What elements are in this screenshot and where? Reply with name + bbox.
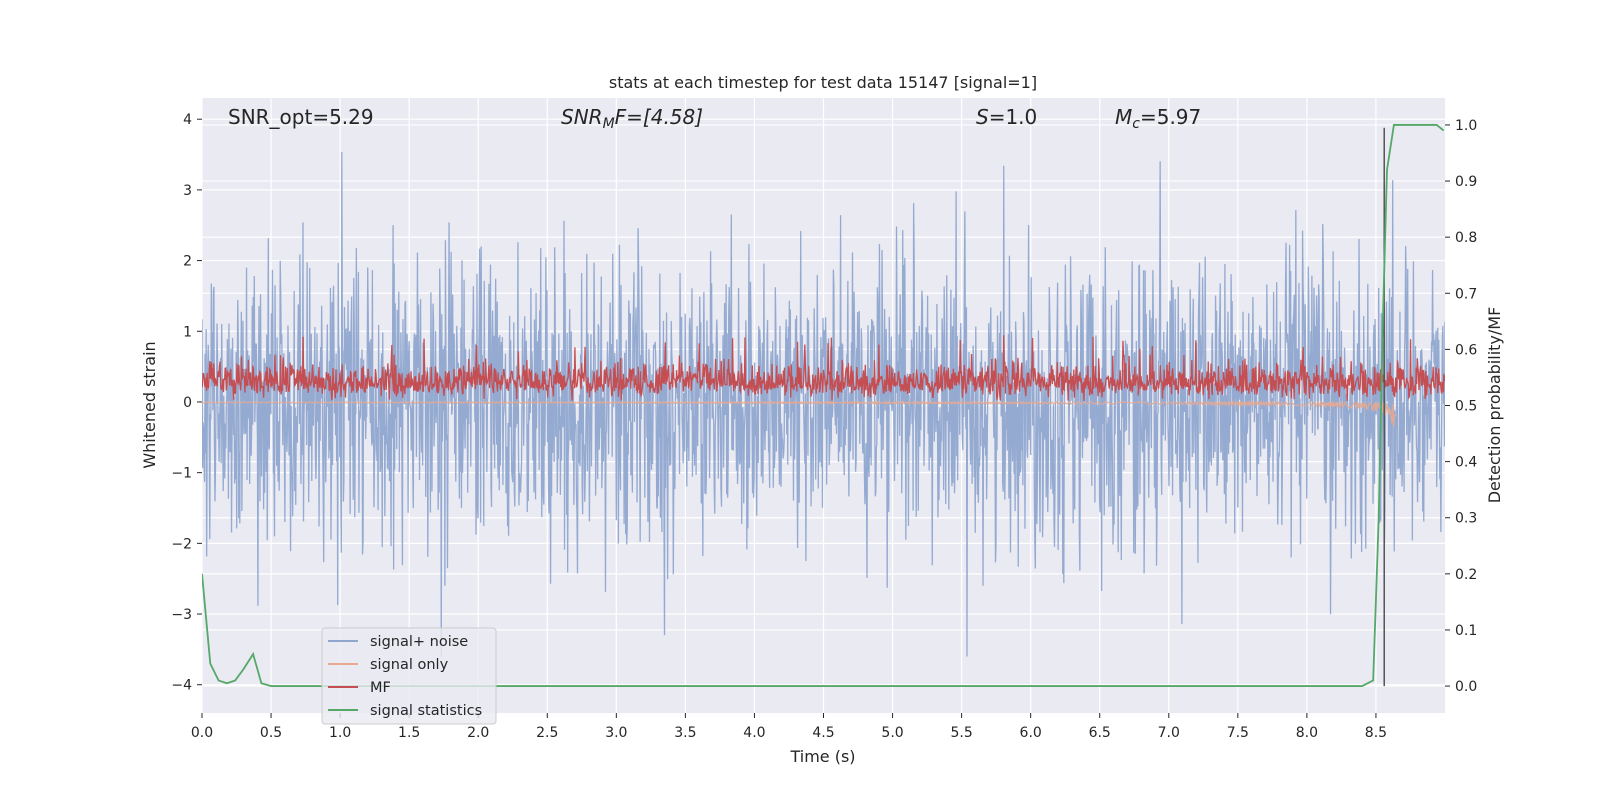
- y-right-tick-label: 0.9: [1455, 174, 1477, 190]
- x-axis-ticks: 0.0 0.5 1.0 1.5 2.0 2.5 3.0 3.5 4.0 4.5 5.0 5.5 6.0 6…: [191, 713, 1387, 741]
- y-left-axis-label: Whitened strain: [140, 341, 159, 468]
- x-tick-label: 0.0: [191, 725, 213, 741]
- x-tick-label: 3.0: [605, 725, 627, 741]
- y-right-tick-label: 0.7: [1455, 286, 1477, 302]
- annotation-s-symbol: S: [976, 105, 989, 129]
- x-tick-label: 2.5: [536, 725, 558, 741]
- series-mf: [202, 335, 1445, 401]
- y-left-tick-label: −2: [171, 536, 192, 552]
- y-left-tick-label: 3: [183, 183, 192, 199]
- x-tick-label: 8.5: [1365, 725, 1387, 741]
- y-left-tick-label: 1: [183, 324, 192, 340]
- legend-label-signal-only: signal only: [370, 657, 449, 673]
- annotation-snr-mf-symbol: SNR: [561, 105, 603, 129]
- y-right-tick-label: 1.0: [1455, 118, 1477, 134]
- x-axis-label: Time (s): [789, 747, 855, 766]
- annotation-s-value: =1.0: [989, 105, 1038, 129]
- x-tick-label: 8.0: [1296, 725, 1318, 741]
- y-right-tick-label: 0.6: [1455, 342, 1477, 358]
- legend-label-mf: MF: [370, 680, 391, 696]
- x-tick-label: 3.5: [674, 725, 696, 741]
- y-right-tick-label: 0.0: [1455, 679, 1477, 695]
- x-tick-label: 1.0: [329, 725, 351, 741]
- y-left-tick-label: 2: [183, 254, 192, 270]
- legend-label-signal-noise: signal+ noise: [370, 634, 468, 650]
- annotation-mc-subscript: c: [1132, 116, 1140, 132]
- y-left-tick-label: −1: [171, 466, 192, 482]
- annotation-snr-mf-rest: F=[4.58]: [615, 105, 703, 129]
- x-tick-label: 4.5: [812, 725, 834, 741]
- annotation-mc-symbol: M: [1115, 105, 1132, 129]
- annotation-s: S=1.0: [976, 105, 1037, 129]
- x-tick-label: 5.0: [881, 725, 903, 741]
- y-left-tick-label: −3: [171, 607, 192, 623]
- x-tick-label: 0.5: [260, 725, 282, 741]
- x-tick-label: 6.0: [1020, 725, 1042, 741]
- annotation-mc-value: =5.97: [1140, 105, 1201, 129]
- annotation-snr-mf: SNRMF=[4.58]: [561, 105, 703, 132]
- annotation-snr-mf-subscript: M: [603, 116, 615, 132]
- legend: signal+ noise signal only MF signal stat…: [321, 627, 497, 725]
- y-right-axis-label: Detection probability/MF: [1485, 307, 1504, 504]
- y-right-tick-label: 0.5: [1455, 399, 1477, 415]
- data-layer: [202, 124, 1445, 687]
- y-left-tick-label: 0: [183, 395, 192, 411]
- y-right-tick-label: 0.2: [1455, 567, 1477, 583]
- y-right-tick-label: 0.4: [1455, 455, 1477, 471]
- y-right-tick-label: 0.8: [1455, 230, 1477, 246]
- x-tick-label: 7.5: [1227, 725, 1249, 741]
- legend-box: [321, 627, 497, 725]
- x-tick-label: 4.0: [743, 725, 765, 741]
- y-left-tick-label: −4: [171, 678, 192, 694]
- series-signal-noise: [202, 152, 1445, 657]
- series-signal-only: [202, 399, 1397, 428]
- y-left-tick-label: 4: [183, 112, 192, 128]
- y-left-axis-ticks: 4 3 2 1 0 −1 −2 −3 −4: [171, 112, 202, 694]
- y-right-tick-label: 0.3: [1455, 511, 1477, 527]
- annotation-snr-opt: SNR_opt=5.29: [228, 105, 374, 129]
- annotation-mc: Mc=5.97: [1115, 105, 1201, 132]
- series-signal-statistics: [202, 124, 1445, 687]
- x-tick-label: 2.0: [467, 725, 489, 741]
- y-right-axis-ticks: 1.0 0.9 0.8 0.7 0.6 0.5 0.4 0.3 0.2 0.1 0.0: [1445, 118, 1477, 695]
- legend-label-signal-statistics: signal statistics: [370, 703, 482, 719]
- x-tick-label: 5.5: [950, 725, 972, 741]
- x-tick-label: 7.0: [1158, 725, 1180, 741]
- chart-title: stats at each timestep for test data 151…: [609, 73, 1037, 92]
- y-right-tick-label: 0.1: [1455, 623, 1477, 639]
- x-tick-label: 6.5: [1089, 725, 1111, 741]
- x-tick-label: 1.5: [398, 725, 420, 741]
